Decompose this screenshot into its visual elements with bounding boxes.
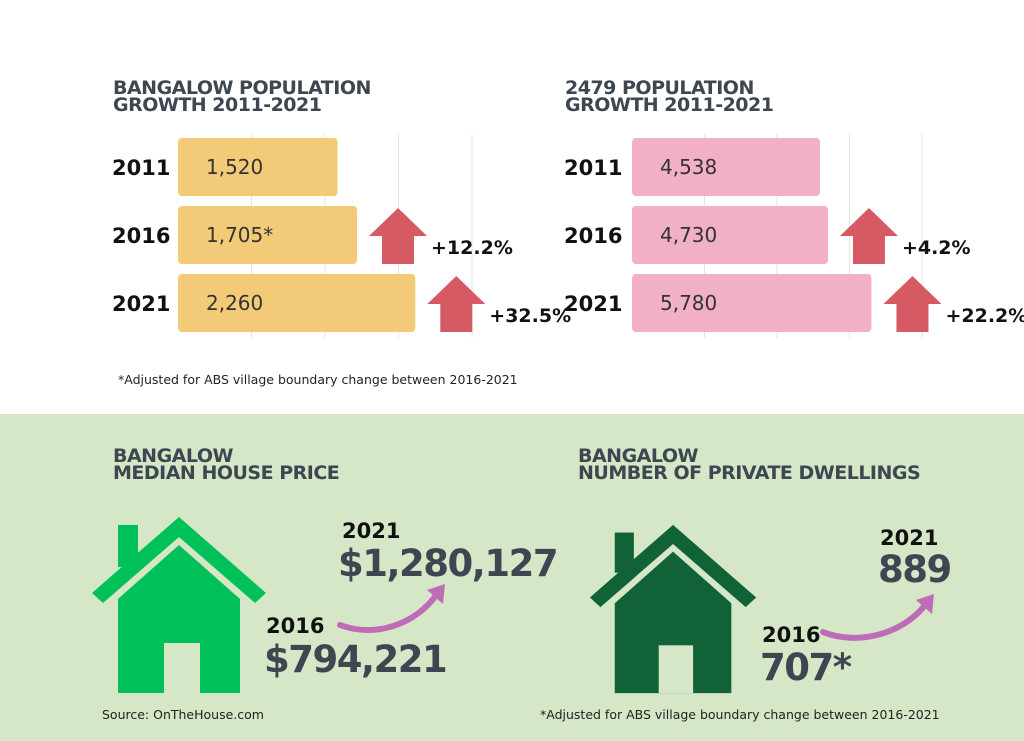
up-arrow-icon xyxy=(369,208,428,264)
postcode-year-label: 2011 xyxy=(564,156,622,180)
up-arrow-icon xyxy=(427,276,486,332)
postcode-change-label: +4.2% xyxy=(902,237,971,259)
dwellings-2021-value: 889 xyxy=(878,548,952,591)
house-price-title-line1: BANGALOW xyxy=(113,445,233,467)
house-price-2021-value: $1,280,127 xyxy=(338,542,559,585)
bangalow-year-label: 2021 xyxy=(112,292,170,316)
postcode-population-title: 2479 POPULATION GROWTH 2011-2021 xyxy=(565,77,774,116)
bangalow-bar xyxy=(178,274,416,332)
bangalow-value-label: 1,520 xyxy=(206,155,263,179)
bottom-footnote: *Adjusted for ABS village boundary chang… xyxy=(540,707,940,722)
postcode-value-label: 4,730 xyxy=(660,223,717,247)
dwellings-2016-year: 2016 xyxy=(762,623,821,647)
bangalow-population-title: BANGALOW POPULATION GROWTH 2011-2021 xyxy=(113,77,371,116)
bangalow-population-chart: 2011 1,520 2016 1,705* +12.2% 2021 2,260 +32.5% xyxy=(112,134,571,338)
house-price-title: BANGALOW MEDIAN HOUSE PRICE xyxy=(113,445,340,484)
dwellings-title-line1: BANGALOW xyxy=(578,445,698,467)
postcode-bar xyxy=(632,206,828,264)
house-price-2016-year: 2016 xyxy=(266,614,325,638)
bangalow-change-label: +12.2% xyxy=(431,237,513,259)
postcode-year-label: 2021 xyxy=(564,292,622,316)
bangalow-population-title-line1: BANGALOW POPULATION xyxy=(113,77,371,99)
curved-arrow-icon xyxy=(337,584,445,633)
dwellings-title-line2: NUMBER OF PRIVATE DWELLINGS xyxy=(578,462,921,484)
source-note: Source: OnTheHouse.com xyxy=(102,707,264,722)
bangalow-year-label: 2011 xyxy=(112,156,170,180)
house-icon xyxy=(92,517,266,693)
bangalow-bar xyxy=(178,206,358,264)
postcode-bar xyxy=(632,274,872,332)
bangalow-population-title-line2: GROWTH 2011-2021 xyxy=(113,94,322,116)
bangalow-value-label: 1,705* xyxy=(206,223,273,247)
curved-arrow-icon xyxy=(820,594,934,641)
postcode-value-label: 5,780 xyxy=(660,291,717,315)
dwellings-title: BANGALOW NUMBER OF PRIVATE DWELLINGS xyxy=(578,445,921,484)
top-footnote: *Adjusted for ABS village boundary chang… xyxy=(118,372,518,387)
house-price-title-line2: MEDIAN HOUSE PRICE xyxy=(113,462,340,484)
up-arrow-icon xyxy=(839,208,898,264)
bangalow-year-label: 2016 xyxy=(112,224,170,248)
house-price-2016-value: $794,221 xyxy=(264,638,448,681)
house-icon xyxy=(589,524,757,694)
bangalow-value-label: 2,260 xyxy=(206,291,263,315)
dwellings-2016-value: 707* xyxy=(760,646,852,689)
postcode-population-title-line2: GROWTH 2011-2021 xyxy=(565,94,774,116)
bangalow-bar xyxy=(178,138,338,196)
postcode-population-title-line1: 2479 POPULATION xyxy=(565,77,754,99)
house-price-2021-year: 2021 xyxy=(342,519,401,543)
postcode-year-label: 2016 xyxy=(564,224,622,248)
postcode-change-label: +22.2% xyxy=(945,305,1024,327)
postcode-bar xyxy=(632,138,821,196)
up-arrow-icon xyxy=(883,276,942,332)
postcode-population-chart: 2011 4,538 2016 4,730 +4.2% 2021 5,780 +22.2% xyxy=(564,134,1024,338)
postcode-value-label: 4,538 xyxy=(660,155,717,179)
dwellings-2021-year: 2021 xyxy=(880,526,939,550)
bangalow-change-label: +32.5% xyxy=(489,305,571,327)
